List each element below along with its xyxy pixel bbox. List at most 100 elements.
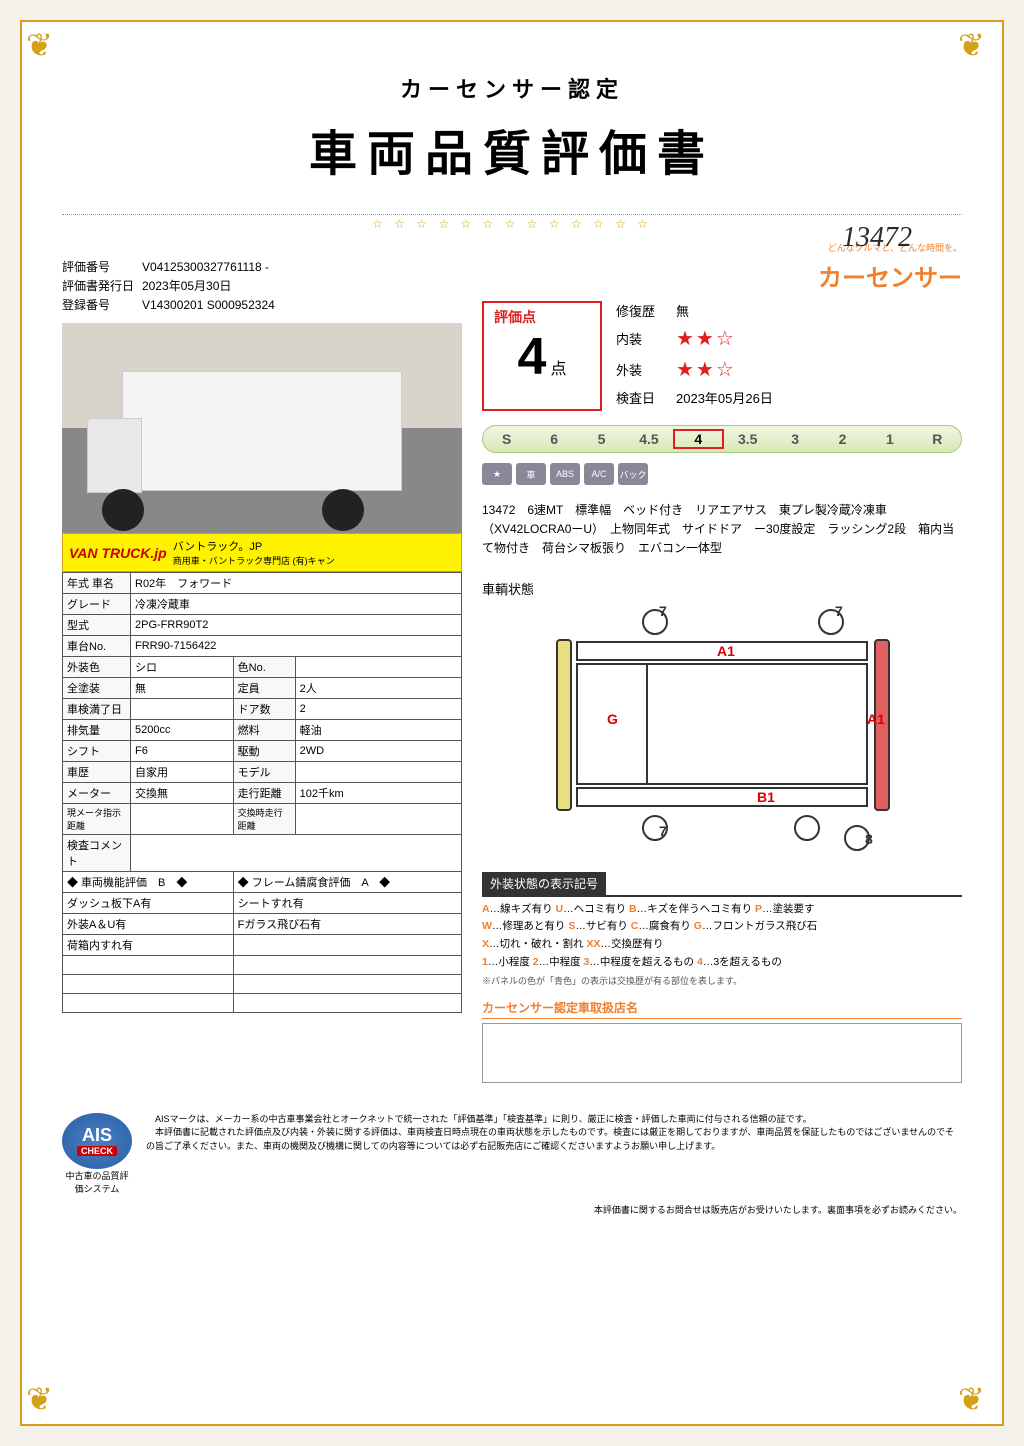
score-box: 評価点 4点 [482, 301, 602, 411]
spec-value: 2 [295, 699, 461, 720]
svg-text:7: 7 [659, 823, 667, 839]
feature-icon: バック [618, 463, 648, 485]
spec-value: 交換無 [131, 783, 234, 804]
spec-label: 車検満了日 [63, 699, 131, 720]
vehicle-diagram: 77A1GA1B178 [482, 604, 962, 864]
spec-value: R02年 フォワード [131, 573, 462, 594]
spec-label: モデル [233, 762, 295, 783]
scale-step: R [914, 431, 961, 447]
header: カーセンサー認定 車両品質評価書 [62, 72, 962, 184]
scale-step: 2 [819, 431, 866, 447]
reg-no: V14300201 S000952324 [142, 298, 275, 312]
scale-step: 3.5 [724, 431, 771, 447]
feature-icon: ★ [482, 463, 512, 485]
comment-cell [63, 994, 234, 1013]
main-title: 車両品質評価書 [62, 114, 962, 184]
spec-value [295, 804, 461, 835]
comment-cell: Fガラス飛び石有 [233, 914, 461, 935]
spec-value: 2人 [295, 678, 461, 699]
legend-code: A [482, 903, 490, 915]
diagram-label: 車輌状態 [482, 579, 962, 598]
score-label: 評価点 [488, 307, 596, 327]
dealer-banner: VAN TRUCK.jp バントラック。JP商用車・バントラック専門店 (有)キ… [62, 533, 462, 572]
subtitle: カーセンサー認定 [62, 72, 962, 104]
scale-step: 5 [578, 431, 625, 447]
spec-label: 型式 [63, 615, 131, 636]
rating-value: 無 [676, 301, 689, 320]
comment-cell: 荷箱内すれ有 [63, 935, 234, 956]
dealer-name-box [482, 1023, 962, 1083]
divider: ☆ ☆ ☆ ☆ ☆ ☆ ☆ ☆ ☆ ☆ ☆ ☆ ☆ [62, 214, 962, 231]
comment-cell: 外装A＆U有 [63, 914, 234, 935]
corner-ornament: ❦ [958, 1380, 998, 1420]
ais-disclaimer: AISマークは、メーカー系の中古車事業会社とオークネットで統一された「評価基準」… [146, 1113, 962, 1154]
spec-label: 走行距離 [233, 783, 295, 804]
score-scale: S654.543.5321R [482, 425, 962, 453]
score-value: 4 [518, 328, 547, 386]
rating-stars: ★★☆ [676, 357, 736, 382]
legend-code: XX [586, 938, 600, 950]
svg-text:A1: A1 [717, 643, 735, 659]
legend-code: U [556, 903, 564, 915]
legend-text: …フロントガラス飛び石 [702, 920, 817, 932]
spec-value [295, 657, 461, 678]
corner-ornament: ❦ [26, 26, 66, 66]
scale-step: 3 [771, 431, 818, 447]
issue-date-label: 評価書発行日 [62, 277, 142, 294]
spec-label: ドア数 [233, 699, 295, 720]
handwritten-number: 13472 [842, 222, 912, 254]
vehicle-photo [62, 323, 462, 533]
legend-text: …修理あと有り [492, 920, 568, 932]
legend-text: …中程度を超えるもの [589, 956, 697, 968]
spec-label: 交換時走行距離 [233, 804, 295, 835]
legend-title: 外装状態の表示記号 [482, 872, 606, 895]
legend-text: …切れ・破れ・割れ [489, 938, 586, 950]
spec-label: 燃料 [233, 720, 295, 741]
scale-step: 4 [673, 429, 724, 449]
spec-value: FRR90-7156422 [131, 636, 462, 657]
spec-label: 現メータ指示距離 [63, 804, 131, 835]
legend-text: …中程度 [539, 956, 584, 968]
rating-stars: ★★☆ [676, 326, 736, 351]
legend-code: X [482, 938, 489, 950]
frame-eval: ◆ フレーム錆腐食評価 A ◆ [233, 872, 461, 893]
spec-label: 定員 [233, 678, 295, 699]
spec-value: 2PG-FRR90T2 [131, 615, 462, 636]
ais-subtitle: 中古車の品質評価システム [62, 1169, 132, 1195]
spec-label: 車歴 [63, 762, 131, 783]
footer: AIS CHECK 中古車の品質評価システム AISマークは、メーカー系の中古車… [62, 1113, 962, 1195]
scale-step: 1 [866, 431, 913, 447]
legend-text: …サビ有り [575, 920, 630, 932]
spec-value: 102千km [295, 783, 461, 804]
dealer-logo: VAN TRUCK.jp [69, 545, 167, 561]
comment-cell [233, 975, 461, 994]
comment-cell [63, 956, 234, 975]
legend-text: …キズを伴うヘコミ有り [637, 903, 755, 915]
vehicle-description: 13472 6速MT 標準幅 ベッド付き リアエアサス 東プレ製冷蔵冷凍車（XV… [482, 501, 962, 559]
spec-label: グレード [63, 594, 131, 615]
feature-icon: A/C [584, 463, 614, 485]
left-column: 評価番号V04125300327761118 - 評価書発行日2023年05月3… [62, 258, 462, 1083]
legend-text: …線キズ有り [490, 903, 556, 915]
spec-value [131, 804, 234, 835]
comment-cell [63, 975, 234, 994]
legend-code: P [755, 903, 762, 915]
ais-mark: AIS CHECK 中古車の品質評価システム [62, 1113, 132, 1195]
comment-cell: シートすれ有 [233, 893, 461, 914]
rating-key: 外装 [616, 360, 676, 379]
dealer-section-title: カーセンサー認定車取扱店名 [482, 999, 962, 1019]
spec-label: 車台No. [63, 636, 131, 657]
spec-label: 検査コメント [63, 835, 131, 872]
legend-note: ※パネルの色が「青色」の表示は交換歴が有る部位を表します。 [482, 974, 962, 987]
rating-key: 修復歴 [616, 301, 676, 320]
legend-code: G [694, 920, 702, 932]
issue-date: 2023年05月30日 [142, 279, 231, 293]
scale-step: 4.5 [625, 431, 672, 447]
rating-key: 検査日 [616, 388, 676, 407]
spec-value: F6 [131, 741, 234, 762]
legend-text: …塗装要す [762, 903, 815, 915]
legend-text: …小程度 [488, 956, 533, 968]
comment-cell [233, 935, 461, 956]
comment-cell: ダッシュ板下A有 [63, 893, 234, 914]
spec-value [131, 835, 462, 872]
